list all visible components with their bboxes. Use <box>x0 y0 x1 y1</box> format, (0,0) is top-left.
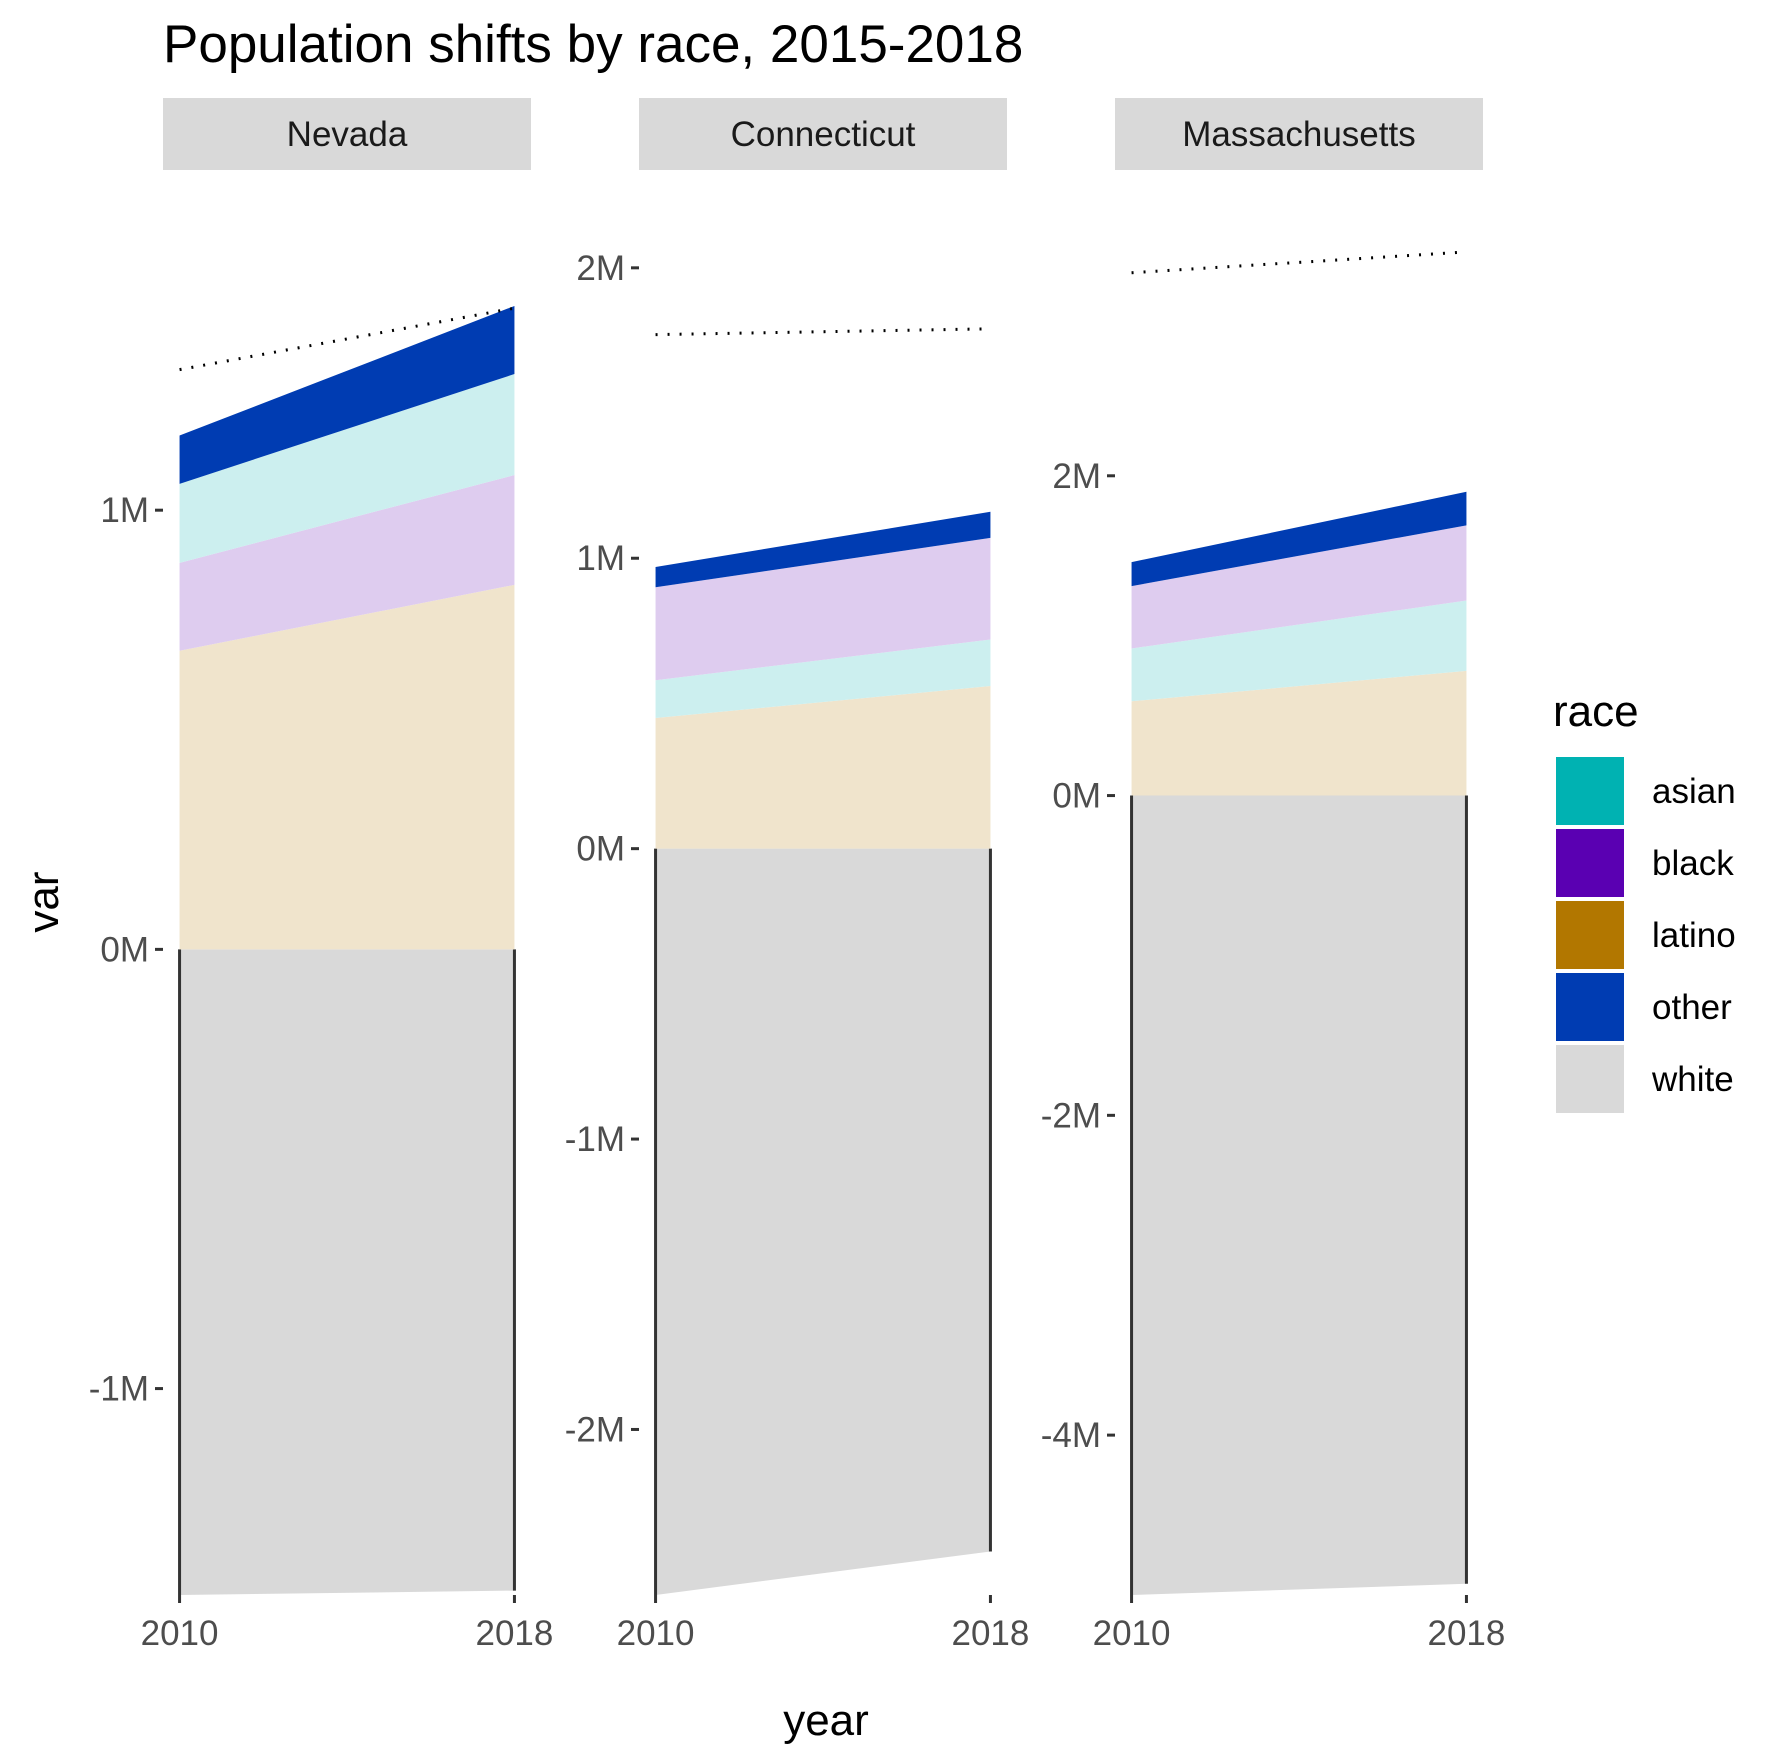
area-asian <box>179 374 515 563</box>
legend: race asian black latino other white <box>1553 687 1736 1115</box>
area-white <box>655 848 991 1595</box>
legend-swatch <box>1554 899 1626 971</box>
facet-panels: Nevada 1M 0M -1M 2010 2018 Connecticut 2M 1M 0M -1… <box>89 98 1506 1653</box>
y-axis-title: var <box>19 871 68 932</box>
legend-label: other <box>1652 988 1732 1027</box>
legend-item-black: black <box>1554 827 1734 899</box>
legend-item-white: white <box>1554 1043 1734 1115</box>
legend-title: race <box>1553 687 1639 736</box>
facet-massachusetts: Massachusetts 2M 0M -2M -4M 2010 2018 <box>1041 98 1506 1653</box>
x-axis-title: year <box>783 1696 869 1745</box>
area-other <box>179 305 515 484</box>
legend-item-asian: asian <box>1554 755 1736 827</box>
facet-strip <box>639 98 1007 170</box>
legend-item-latino: latino <box>1554 899 1736 971</box>
legend-swatch <box>1554 755 1626 827</box>
y-tick-label: -4M <box>1041 1416 1101 1455</box>
legend-swatch <box>1554 971 1626 1043</box>
legend-label: asian <box>1652 772 1736 811</box>
legend-label: latino <box>1652 916 1736 955</box>
x-tick-label: 2010 <box>617 1614 695 1653</box>
y-tick-label: -2M <box>1041 1096 1101 1135</box>
legend-label: white <box>1651 1060 1734 1099</box>
facet-strip <box>163 98 531 170</box>
area-asian <box>1131 600 1467 702</box>
area-other <box>655 511 991 588</box>
y-tick-label: 1M <box>100 491 149 530</box>
area-black <box>179 475 515 651</box>
area-black <box>655 537 991 681</box>
y-tick-label: 0M <box>576 830 625 869</box>
total-dotted-line <box>655 327 991 337</box>
facet-strip <box>1115 98 1483 170</box>
x-tick-label: 2010 <box>1093 1614 1171 1653</box>
area-latino <box>1131 670 1467 796</box>
legend-swatch <box>1554 1043 1626 1115</box>
area-asian <box>655 639 991 718</box>
facet-strip-label: Connecticut <box>731 115 916 154</box>
chart-title: Population shifts by race, 2015-2018 <box>163 15 1023 74</box>
area-white <box>1131 795 1467 1595</box>
y-tick-label: 2M <box>1052 457 1101 496</box>
legend-swatch <box>1554 827 1626 899</box>
y-tick-label: 0M <box>1052 777 1101 816</box>
x-tick-label: 2018 <box>476 1614 554 1653</box>
total-dotted-line <box>1131 250 1467 275</box>
facet-strip-label: Nevada <box>287 115 408 154</box>
legend-entries: asian black latino other white <box>1554 755 1736 1115</box>
legend-label: black <box>1652 844 1734 883</box>
facet-nevada: Nevada 1M 0M -1M 2010 2018 <box>89 98 554 1653</box>
area-latino <box>655 686 991 849</box>
x-tick-label: 2018 <box>1428 1614 1506 1653</box>
area-black <box>1131 525 1467 649</box>
legend-item-other: other <box>1554 971 1732 1043</box>
x-tick-label: 2018 <box>952 1614 1030 1653</box>
area-latino <box>179 584 515 950</box>
y-tick-label: -2M <box>565 1410 625 1449</box>
y-tick-label: 0M <box>100 930 149 969</box>
y-tick-label: -1M <box>89 1370 149 1409</box>
y-tick-label: -1M <box>565 1120 625 1159</box>
y-tick-label: 1M <box>576 539 625 578</box>
y-tick-label: 2M <box>576 249 625 288</box>
x-tick-label: 2010 <box>141 1614 219 1653</box>
area-white <box>179 949 515 1595</box>
area-other <box>1131 491 1467 587</box>
facet-connecticut: Connecticut 2M 1M 0M -1M -2M 2010 2018 <box>565 98 1030 1653</box>
facet-strip-label: Massachusetts <box>1182 115 1415 154</box>
